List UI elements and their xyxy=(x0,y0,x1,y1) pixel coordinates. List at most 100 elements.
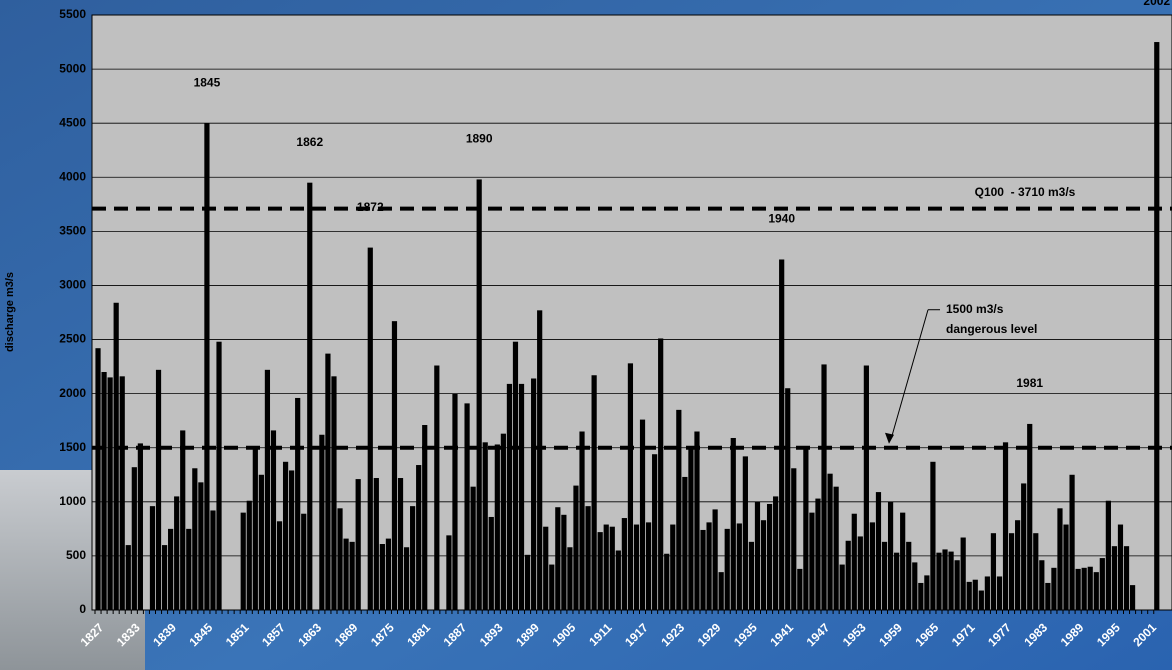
y-tick-label: 4500 xyxy=(59,115,86,129)
bar xyxy=(706,522,712,610)
bar xyxy=(476,179,482,610)
bar xyxy=(821,364,827,610)
bar xyxy=(863,365,869,610)
bar xyxy=(125,545,131,610)
bar xyxy=(875,492,882,610)
peak-label: 2002 xyxy=(1143,0,1170,8)
peak-label: 1981 xyxy=(1016,376,1043,390)
bar xyxy=(839,564,845,610)
bar xyxy=(609,526,615,610)
bar xyxy=(833,486,839,610)
bar xyxy=(627,363,634,610)
bar xyxy=(367,247,373,610)
reference-label: dangerous level xyxy=(946,322,1037,336)
bar xyxy=(1105,500,1111,610)
bar xyxy=(754,501,761,610)
bar xyxy=(996,576,1003,610)
bar xyxy=(972,579,978,610)
bar xyxy=(664,553,670,610)
bar xyxy=(452,393,458,610)
bar xyxy=(887,501,894,610)
bar xyxy=(549,564,555,610)
bar xyxy=(240,512,246,610)
bar xyxy=(773,496,779,610)
bar xyxy=(1093,572,1099,610)
bar xyxy=(797,568,803,610)
bar xyxy=(857,536,863,610)
bar xyxy=(289,470,295,610)
bar xyxy=(652,454,658,610)
bar xyxy=(295,397,301,610)
peak-label: 1940 xyxy=(768,212,795,226)
bar xyxy=(343,538,349,610)
bar xyxy=(645,522,652,610)
bar xyxy=(736,523,742,610)
y-tick-label: 500 xyxy=(66,548,86,562)
bar xyxy=(246,500,252,610)
bar xyxy=(307,182,313,610)
bar xyxy=(1033,533,1039,610)
bar xyxy=(137,443,143,610)
bar xyxy=(537,310,543,610)
y-tick-label: 4000 xyxy=(59,169,86,183)
bar xyxy=(349,541,355,610)
bar xyxy=(561,514,567,610)
bar xyxy=(827,473,833,610)
bar xyxy=(960,537,966,610)
y-tick-label: 2500 xyxy=(59,332,86,346)
bar xyxy=(894,552,900,610)
bar xyxy=(785,388,791,610)
bar xyxy=(990,533,997,610)
bar xyxy=(149,506,156,610)
bar xyxy=(1099,558,1105,610)
bar xyxy=(276,521,283,610)
bar xyxy=(482,442,488,610)
bar xyxy=(107,377,113,610)
bar xyxy=(531,378,537,610)
arrow-stem xyxy=(891,309,929,436)
bar xyxy=(161,545,168,610)
y-tick-label: 1000 xyxy=(59,494,86,508)
bar xyxy=(385,538,392,610)
bar xyxy=(101,372,107,610)
bar xyxy=(615,550,621,610)
bar xyxy=(252,448,258,610)
peak-label: 1872 xyxy=(357,200,384,214)
bar xyxy=(1069,474,1075,610)
bar xyxy=(373,478,379,610)
bar xyxy=(192,468,198,610)
y-tick-label: 0 xyxy=(79,602,86,616)
bar xyxy=(779,259,785,610)
bar xyxy=(748,541,755,610)
bar xyxy=(579,431,585,610)
bar xyxy=(397,478,404,610)
bar xyxy=(1154,42,1160,610)
bar xyxy=(422,425,428,610)
bar xyxy=(948,551,954,610)
bar xyxy=(815,498,821,610)
bar xyxy=(930,461,936,610)
bar xyxy=(881,541,888,610)
bar xyxy=(1063,524,1069,610)
bar xyxy=(198,482,204,610)
bar xyxy=(391,321,398,610)
bar xyxy=(1087,566,1093,610)
bar xyxy=(180,430,186,610)
y-tick-label: 3500 xyxy=(59,224,86,238)
bar xyxy=(984,576,990,610)
bar xyxy=(258,474,264,610)
bar xyxy=(869,522,876,610)
bar xyxy=(1075,568,1081,610)
bar xyxy=(555,507,561,610)
bar xyxy=(591,375,597,610)
bar xyxy=(766,503,773,610)
bar xyxy=(978,590,984,610)
bar xyxy=(585,506,591,610)
bar xyxy=(936,552,942,610)
bar xyxy=(95,348,101,610)
bar xyxy=(119,376,125,610)
bar xyxy=(573,485,579,610)
bar xyxy=(1027,423,1033,610)
bar xyxy=(845,540,851,610)
